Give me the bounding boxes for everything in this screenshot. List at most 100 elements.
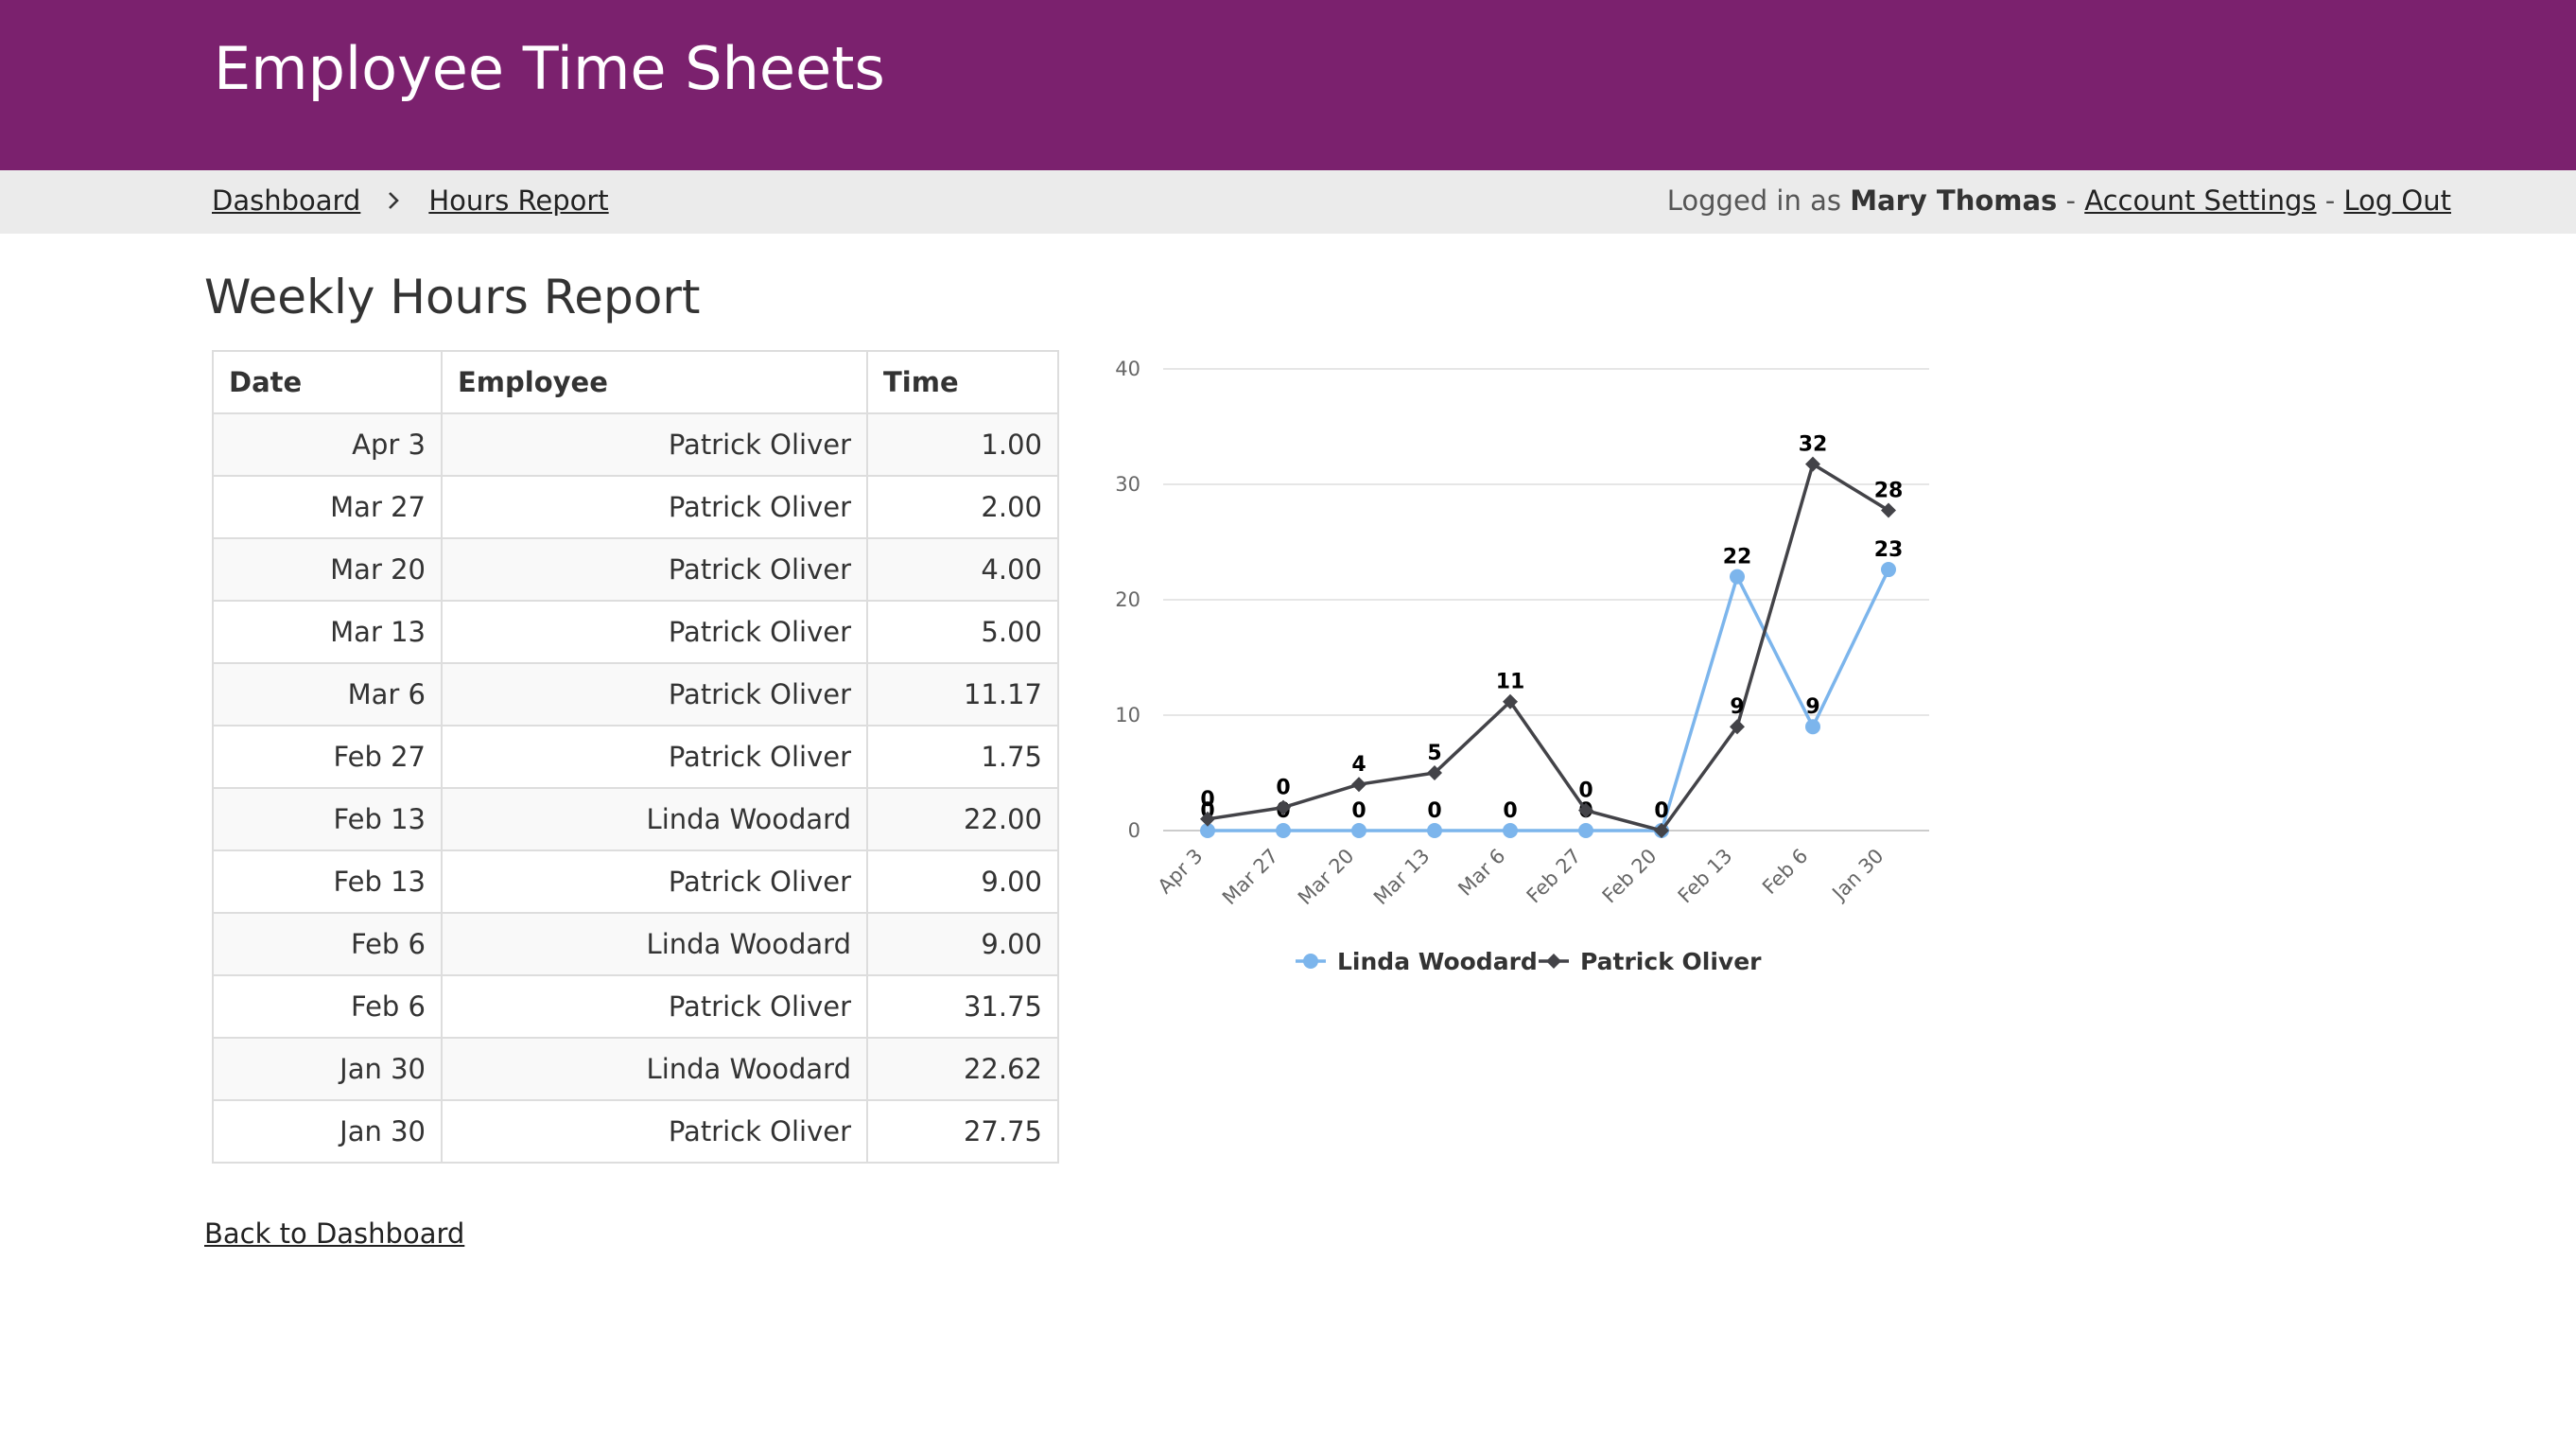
table-row: Feb 13 Patrick Oliver 9.00 [212,849,1059,914]
y-tick-label: 0 [1128,819,1140,842]
time-cell: 31.75 [866,974,1059,1039]
table-row: Mar 20 Patrick Oliver 4.00 [212,537,1059,602]
data-point [1351,823,1366,838]
logged-in-label: Logged in as [1666,184,1841,217]
app-header: Employee Time Sheets [0,0,2576,170]
navigation-bar: Dashboard Hours Report Logged in as Mary… [0,170,2576,234]
data-point [1578,823,1593,838]
column-header-employee: Employee [441,350,868,414]
breadcrumb-hours-report-link[interactable]: Hours Report [428,184,609,217]
employee-cell: Patrick Oliver [441,475,868,539]
table-row: Jan 30 Linda Woodard 22.62 [212,1037,1059,1101]
data-point [1730,719,1745,735]
time-cell: 1.00 [866,412,1059,477]
date-cell: Mar 13 [212,600,443,664]
series-line-patrick-oliver [1207,462,1889,832]
table-row: Feb 27 Patrick Oliver 1.75 [212,725,1059,789]
data-point [1805,719,1820,735]
x-tick-label: Mar 27 [1218,845,1283,910]
data-label: 0 [1427,799,1441,823]
y-tick-label: 10 [1115,704,1140,727]
x-tick-label: Feb 20 [1598,845,1662,908]
data-label: 0 [1503,799,1517,823]
data-label: 5 [1427,742,1441,765]
table-row: Mar 6 Patrick Oliver 11.17 [212,662,1059,727]
data-label: 9 [1730,695,1744,719]
employee-cell: Patrick Oliver [441,1099,868,1164]
table-row: Feb 6 Patrick Oliver 31.75 [212,974,1059,1039]
date-cell: Jan 30 [212,1099,443,1164]
data-label: 9 [1805,695,1819,719]
employee-cell: Patrick Oliver [441,974,868,1039]
page-title: Weekly Hours Report [204,270,701,324]
employee-cell: Patrick Oliver [441,849,868,914]
data-point [1276,799,1291,815]
user-info: Logged in as Mary Thomas - Account Setti… [1667,184,2451,217]
hours-table: Date Employee Time Apr 3 Patrick Oliver 1.… [212,350,1059,1164]
log-out-link[interactable]: Log Out [2343,184,2451,217]
series-line-linda-woodard [1208,569,1890,832]
y-tick-label: 40 [1115,358,1140,380]
data-label: 0 [1578,779,1593,803]
account-settings-link[interactable]: Account Settings [2084,184,2317,217]
data-label: 22 [1723,546,1752,569]
time-cell: 27.75 [866,1099,1059,1164]
x-tick-label: Feb 6 [1758,845,1812,899]
data-point [1276,823,1291,838]
breadcrumb-dashboard-link[interactable]: Dashboard [212,184,361,217]
time-cell: 22.00 [866,787,1059,851]
data-label: 23 [1874,538,1904,562]
employee-cell: Linda Woodard [441,912,868,976]
data-point [1427,823,1442,838]
data-point [1200,811,1215,827]
breadcrumb: Dashboard Hours Report [212,184,609,217]
data-label: 28 [1874,479,1904,502]
legend-marker [1303,954,1318,969]
data-point [1503,693,1518,709]
back-to-dashboard-link[interactable]: Back to Dashboard [204,1217,465,1250]
data-label: 11 [1496,671,1525,694]
separator: - [2324,184,2336,217]
date-cell: Mar 6 [212,662,443,727]
time-cell: 9.00 [866,912,1059,976]
user-name: Mary Thomas [1850,184,2058,217]
data-label: 32 [1799,433,1828,457]
column-header-date: Date [212,350,443,414]
date-cell: Feb 13 [212,849,443,914]
table-row: Mar 13 Patrick Oliver 5.00 [212,600,1059,664]
time-cell: 1.75 [866,725,1059,789]
table-row: Mar 27 Patrick Oliver 2.00 [212,475,1059,539]
x-tick-label: Mar 20 [1294,845,1359,910]
employee-cell: Patrick Oliver [441,412,868,477]
separator: - [2065,184,2077,217]
date-cell: Mar 20 [212,537,443,602]
data-point [1351,777,1366,793]
date-cell: Feb 6 [212,974,443,1039]
date-cell: Mar 27 [212,475,443,539]
table-header-row: Date Employee Time [212,350,1059,414]
data-label: 0 [1200,788,1214,812]
employee-cell: Linda Woodard [441,1037,868,1101]
data-point [1200,823,1215,838]
time-cell: 5.00 [866,600,1059,664]
data-label: 4 [1351,753,1366,777]
data-point [1654,823,1669,838]
date-cell: Apr 3 [212,412,443,477]
time-cell: 11.17 [866,662,1059,727]
employee-cell: Patrick Oliver [441,725,868,789]
column-header-time: Time [866,350,1059,414]
legend-marker [1546,954,1561,969]
date-cell: Feb 27 [212,725,443,789]
x-tick-label: Feb 27 [1523,845,1586,908]
data-point [1881,502,1896,518]
x-tick-label: Feb 13 [1674,845,1737,908]
legend-label: Linda Woodard [1337,948,1538,975]
table-row: Feb 6 Linda Woodard 9.00 [212,912,1059,976]
table-row: Feb 13 Linda Woodard 22.00 [212,787,1059,851]
app-title: Employee Time Sheets [214,34,885,103]
date-cell: Feb 6 [212,912,443,976]
x-tick-label: Mar 13 [1369,845,1435,910]
data-point [1578,802,1593,818]
date-cell: Feb 13 [212,787,443,851]
